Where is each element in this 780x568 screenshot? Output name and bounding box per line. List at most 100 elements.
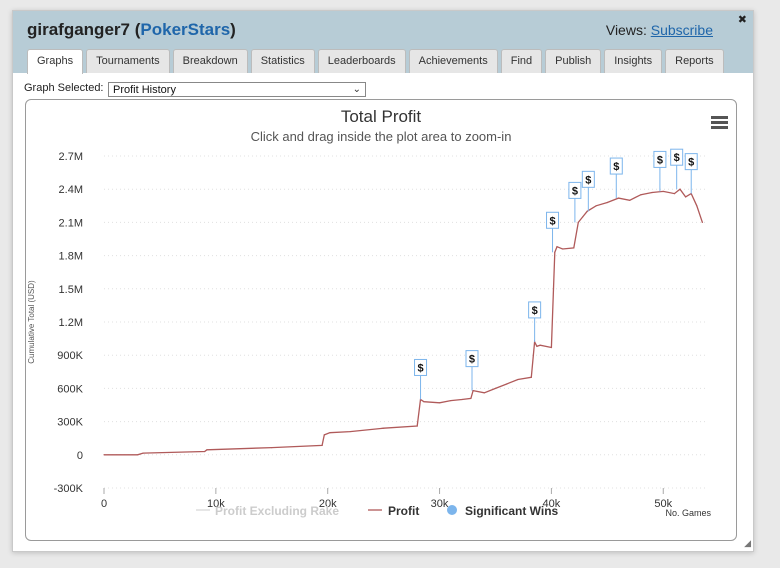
y-tick-label: 300K	[57, 417, 83, 429]
win-flag-box	[684, 153, 698, 171]
profit-data-point	[321, 444, 323, 446]
tab-leaderboards[interactable]: Leaderboards	[317, 49, 406, 73]
win-flag-label: $	[532, 305, 538, 317]
profit-data-point	[530, 376, 532, 378]
profit-data-point	[383, 427, 385, 429]
tab-tournaments[interactable]: Tournaments	[86, 49, 170, 73]
profit-data-point	[506, 383, 508, 385]
profit-data-point	[539, 344, 541, 346]
profit-data-point	[472, 390, 474, 392]
profit-data-point	[142, 452, 144, 454]
x-axis-label: No. Games	[665, 508, 711, 518]
profit-data-point	[470, 397, 472, 399]
win-flag-label: $	[585, 174, 591, 186]
y-axis-label: Cumulative Total (USD)	[27, 280, 36, 364]
win-flag-label: $	[572, 185, 578, 197]
profit-data-point	[696, 205, 698, 207]
subscribe-link[interactable]: Subscribe	[650, 22, 713, 38]
x-tick-label: 40k	[543, 498, 561, 510]
tab-breakdown[interactable]: Breakdown	[172, 49, 248, 73]
tab-reports[interactable]: Reports	[665, 49, 724, 73]
profit-data-point	[349, 430, 351, 433]
views-area: Views: Subscribe	[606, 22, 713, 38]
win-flag-box	[670, 148, 684, 166]
profit-data-point	[483, 392, 485, 394]
profit-data-point	[556, 246, 558, 248]
graph-selected-label: Graph Selected:	[24, 82, 104, 94]
views-label: Views:	[605, 22, 647, 38]
profit-data-point	[701, 221, 704, 223]
tab-find[interactable]: Find	[500, 49, 543, 73]
profit-data-point	[206, 449, 208, 451]
site-close-paren: )	[230, 20, 236, 39]
chart-subtitle: Click and drag inside the plot area to z…	[250, 129, 512, 144]
chart-container[interactable]: Total Profit Click and drag inside the p…	[25, 99, 737, 541]
profit-data-point	[617, 197, 620, 199]
win-flag-label: $	[549, 215, 555, 227]
win-flag-box	[414, 358, 428, 376]
tab-graphs[interactable]: Graphs	[27, 49, 84, 74]
player-name: girafganger7	[27, 20, 130, 39]
x-tick-label: 0	[101, 498, 107, 510]
y-tick-label: 0	[77, 450, 83, 462]
tab-bar: Graphs Tournaments Breakdown Statistics Lead…	[27, 49, 727, 74]
graph-select-value: Profit History	[113, 84, 176, 96]
y-tick-label: 2.1M	[59, 217, 83, 229]
profit-data-point	[204, 450, 206, 453]
chevron-down-icon: ⌄	[352, 84, 361, 95]
win-flag-label: $	[674, 152, 680, 164]
profit-data-point	[271, 447, 273, 449]
win-flag-label: $	[469, 354, 475, 366]
x-tick-label: 10k	[207, 498, 225, 510]
profit-data-point	[450, 399, 452, 402]
profit-data-point	[582, 216, 584, 218]
win-flag-label: $	[657, 154, 663, 166]
site-name[interactable]: PokerStars	[140, 20, 231, 39]
profit-data-point	[577, 221, 579, 223]
profit-data-point	[103, 454, 105, 456]
profit-data-point	[685, 196, 687, 198]
y-tick-label: 1.5M	[59, 284, 83, 296]
close-icon[interactable]: ✖	[737, 13, 747, 26]
win-flag-box	[546, 211, 560, 229]
hamburger-menu-icon[interactable]	[711, 116, 728, 130]
x-tick-label: 30k	[431, 498, 449, 510]
graph-panel: girafganger7 (PokerStars) Views: Subscri…	[12, 10, 754, 552]
profit-data-point	[461, 398, 463, 401]
profit-data-point	[673, 193, 676, 195]
legend-label-significant-wins: Significant Wins	[465, 504, 559, 518]
profit-data-point	[679, 188, 681, 190]
win-flag-box	[528, 301, 542, 319]
site-open-paren: (	[134, 20, 141, 39]
profit-data-point	[640, 194, 642, 196]
tab-achievements[interactable]: Achievements	[408, 49, 498, 73]
profit-data-point	[651, 191, 653, 194]
profit-data-point	[423, 401, 425, 403]
graph-select[interactable]: Profit History ⌄	[108, 82, 366, 97]
legend-label-profit-excl-rake: Profit Excluding Rake	[215, 504, 339, 518]
x-tick-label: 50k	[654, 498, 672, 510]
win-flag-label: $	[417, 362, 423, 374]
win-flag-label: $	[613, 161, 619, 173]
resize-handle-icon[interactable]: ◢	[744, 539, 751, 549]
profit-data-point	[438, 402, 441, 404]
legend-label-profit: Profit	[388, 504, 419, 518]
profit-chart[interactable]: -300K 0 300K 600K 900K 1.2M 1.5M 1.8M 2.1M 2.4M 2.…	[26, 100, 736, 540]
profit-data-point	[536, 345, 538, 347]
tab-statistics[interactable]: Statistics	[250, 49, 315, 73]
tab-insights[interactable]: Insights	[604, 49, 663, 73]
profit-data-point	[662, 190, 664, 193]
y-tick-label: 600K	[57, 383, 83, 395]
profit-data-point	[323, 434, 325, 436]
legend-swatch-significant-wins	[447, 505, 457, 515]
profit-data-point	[329, 432, 331, 434]
profit-data-point	[554, 251, 556, 253]
y-tick-label: 900K	[57, 350, 83, 362]
y-tick-label: 1.8M	[59, 251, 83, 263]
player-title: girafganger7 (PokerStars)	[27, 20, 236, 40]
win-flag-label: $	[688, 157, 694, 169]
win-flag-box	[568, 181, 582, 199]
tab-publish[interactable]: Publish	[545, 49, 602, 73]
profit-data-point	[586, 210, 588, 212]
win-flag-box	[465, 350, 479, 368]
